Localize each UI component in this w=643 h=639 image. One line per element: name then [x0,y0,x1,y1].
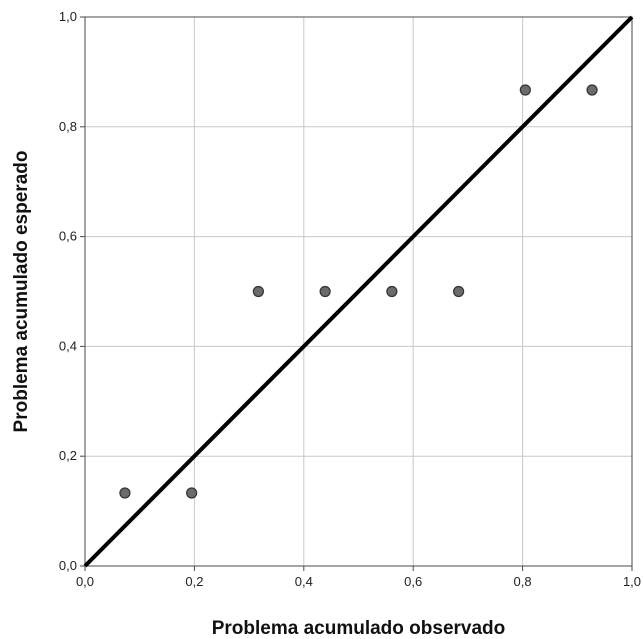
x-axis-title: Problema acumulado observado [212,618,506,639]
y-tick-label: 0,2 [59,448,77,463]
y-tick-label: 1,0 [59,9,77,24]
x-tick-label: 0,0 [76,574,94,589]
data-point [586,84,598,96]
data-point [119,487,131,499]
x-tick-label: 0,4 [295,574,313,589]
plot-frame [84,16,633,567]
x-tick-label: 1,0 [623,574,641,589]
axis-ticks: 0,00,0 0,2 0,2 0,4 0,4 0,6 0,6 0,8 0,8 1,0 1,0 [59,9,641,589]
data-point [386,285,398,298]
x-tick-label: 0,6 [404,574,422,589]
y-tick-label: 0,6 [59,229,77,244]
data-point [252,285,264,298]
grid-lines [85,17,632,566]
x-tick-label: 0,2 [185,574,203,589]
data-point [519,84,531,96]
data-points [119,84,598,499]
data-point [186,487,198,499]
y-tick-label: 0,4 [59,338,77,353]
y-tick-label: 0,8 [59,119,77,134]
x-tick-label: 0,8 [514,574,532,589]
reference-line [83,15,634,568]
reference-line-group [83,15,634,568]
y-axis-title: Problema acumulado esperado [11,151,32,433]
data-point [453,285,465,298]
data-point [319,285,331,298]
y-tick-label: 0,0 [59,558,77,573]
